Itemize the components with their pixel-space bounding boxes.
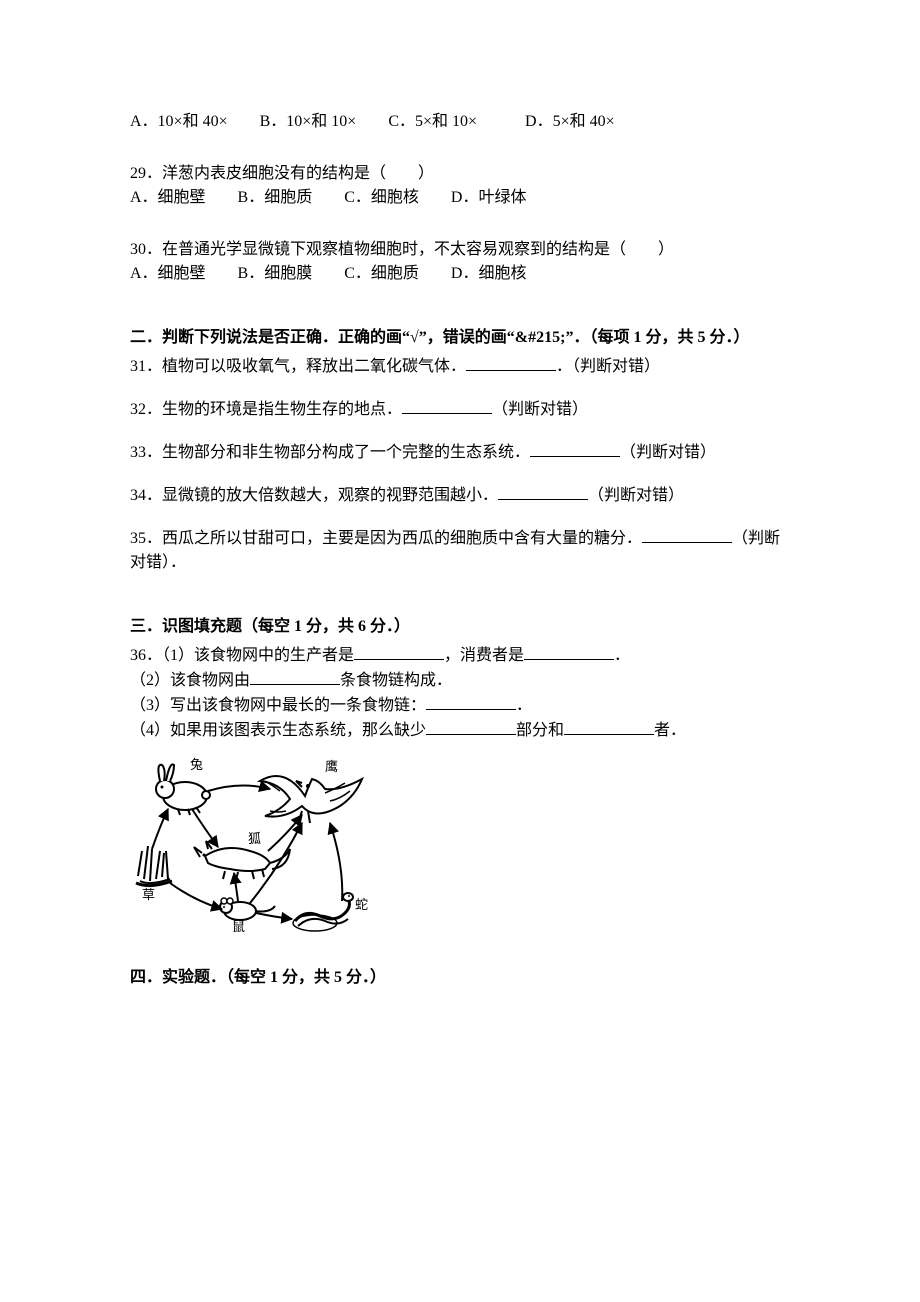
q35: 35．西瓜之所以甘甜可口，主要是因为西瓜的细胞质中含有大量的糖分．（判断对错）． <box>130 526 790 575</box>
q34-blank[interactable] <box>498 483 588 500</box>
q36-blank-chaincount[interactable] <box>250 668 340 685</box>
q35-text-a: 35．西瓜之所以甘甜可口，主要是因为西瓜的细胞质中含有大量的糖分． <box>130 530 642 547</box>
q31-text-b: ．（判断对错） <box>556 358 660 375</box>
snake-icon <box>293 893 353 931</box>
q30-options: A．细胞壁 B．细胞膜 C．细胞质 D．细胞核 <box>130 262 790 286</box>
q36: 36．（1）该食物网中的生产者是 ，消费者是 ． （2）该食物网由 条食物链构成． （… <box>130 643 790 743</box>
q36-blank-missing-part[interactable] <box>426 718 516 735</box>
section-3-heading: 三．识图填充题（每空 1 分，共 6 分．） <box>130 615 790 639</box>
q35-blank[interactable] <box>642 526 732 543</box>
q36-l3-b: ． <box>516 697 532 714</box>
q36-line1: 36．（1）该食物网中的生产者是 ，消费者是 ． <box>130 643 790 668</box>
label-rabbit: 兔 <box>190 757 203 772</box>
q32-text-b: （判断对错） <box>492 401 588 418</box>
q36-blank-longestchain[interactable] <box>426 693 516 710</box>
q33: 33．生物部分和非生物部分构成了一个完整的生态系统． （判断对错） <box>130 440 790 465</box>
mouse-icon <box>220 898 275 920</box>
label-eagle: 鹰 <box>325 759 338 774</box>
q32-blank[interactable] <box>402 397 492 414</box>
q33-blank[interactable] <box>530 440 620 457</box>
q30-stem: 30．在普通光学显微镜下观察植物细胞时，不太容易观察到的结构是（ ） <box>130 238 790 262</box>
q36-l4-a: （4）如果用该图表示生态系统，那么缺少 <box>130 722 426 739</box>
q36-l3-a: （3）写出该食物网中最长的一条食物链： <box>130 697 426 714</box>
q36-line2: （2）该食物网由 条食物链构成． <box>130 668 790 693</box>
q36-line3: （3）写出该食物网中最长的一条食物链： ． <box>130 693 790 718</box>
q36-blank-missing-role[interactable] <box>564 718 654 735</box>
q29-stem: 29．洋葱内表皮细胞没有的结构是（ ） <box>130 162 790 186</box>
label-grass: 草 <box>142 887 155 902</box>
q36-l2-a: （2）该食物网由 <box>130 672 250 689</box>
section-4-heading: 四．实验题．（每空 1 分，共 5 分．） <box>130 966 790 990</box>
q33-text-a: 33．生物部分和非生物部分构成了一个完整的生态系统． <box>130 444 530 461</box>
label-mouse: 鼠 <box>232 919 245 934</box>
eagle-icon <box>260 776 362 823</box>
q29-options: A．细胞壁 B．细胞质 C．细胞核 D．叶绿体 <box>130 186 790 210</box>
q34-text-a: 34．显微镜的放大倍数越大，观察的视野范围越小． <box>130 487 498 504</box>
q34-text-b: （判断对错） <box>588 487 684 504</box>
exam-page: A．10×和 40× B．10×和 10× C．5×和 10× D．5×和 40… <box>0 0 920 1074</box>
q36-l1-a: 36．（1）该食物网中的生产者是 <box>130 647 354 664</box>
q32-text-a: 32．生物的环境是指生物生存的地点． <box>130 401 402 418</box>
section-2-heading: 二．判断下列说法是否正确．正确的画“√”，错误的画“&#215;”．（每项 1 … <box>130 326 790 350</box>
q36-l4-c: 者． <box>654 722 686 739</box>
q32: 32．生物的环境是指生物生存的地点． （判断对错） <box>130 397 790 422</box>
q28-options: A．10×和 40× B．10×和 10× C．5×和 10× D．5×和 40… <box>130 110 790 134</box>
label-snake: 蛇 <box>355 897 368 912</box>
q36-blank-producer[interactable] <box>354 643 444 660</box>
q30: 30．在普通光学显微镜下观察植物细胞时，不太容易观察到的结构是（ ） A．细胞壁… <box>130 238 790 286</box>
q36-line4: （4）如果用该图表示生态系统，那么缺少 部分和 者． <box>130 718 790 743</box>
q36-l4-b: 部分和 <box>516 722 564 739</box>
label-fox: 狐 <box>248 831 261 846</box>
q36-l2-b: 条食物链构成． <box>340 672 452 689</box>
q34: 34．显微镜的放大倍数越大，观察的视野范围越小． （判断对错） <box>130 483 790 508</box>
q31: 31．植物可以吸收氧气，释放出二氧化碳气体． ．（判断对错） <box>130 354 790 379</box>
q31-blank[interactable] <box>466 354 556 371</box>
q33-text-b: （判断对错） <box>620 444 716 461</box>
q29: 29．洋葱内表皮细胞没有的结构是（ ） A．细胞壁 B．细胞质 C．细胞核 D．… <box>130 162 790 210</box>
food-web-figure: 兔 狐 鹰 鼠 蛇 草 <box>130 751 790 936</box>
q36-l1-c: ． <box>614 647 630 664</box>
q36-l1-b: ，消费者是 <box>444 647 524 664</box>
q31-text-a: 31．植物可以吸收氧气，释放出二氧化碳气体． <box>130 358 466 375</box>
q36-blank-consumer[interactable] <box>524 643 614 660</box>
fox-icon <box>194 841 290 880</box>
grass-icon <box>136 846 172 886</box>
